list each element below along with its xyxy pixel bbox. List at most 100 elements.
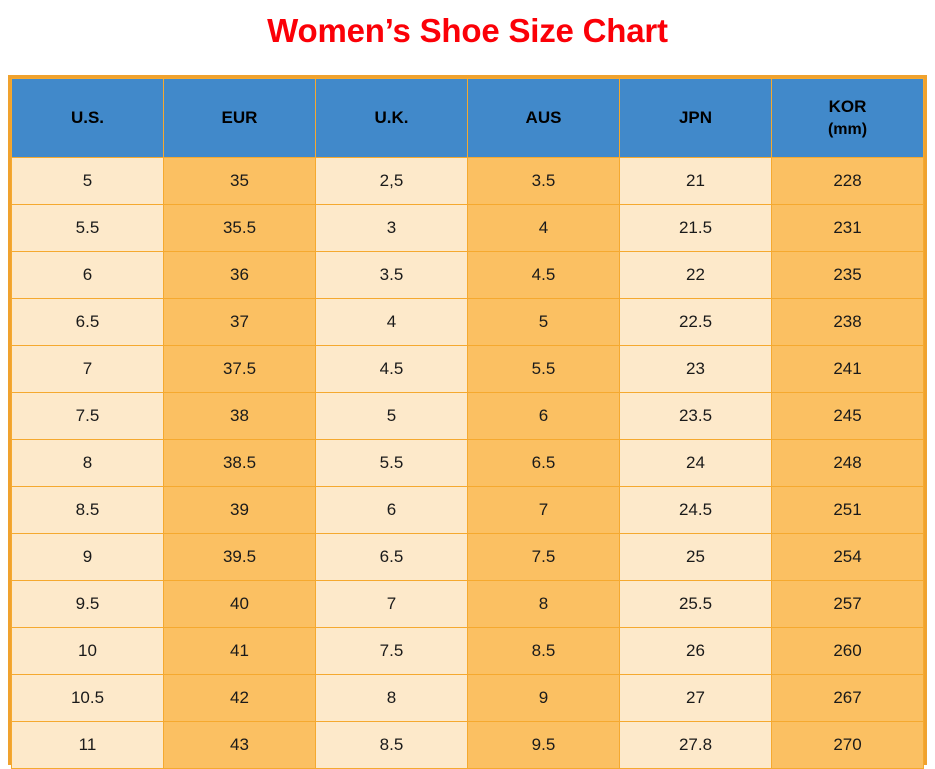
cell-u-s: 7.5 — [11, 392, 164, 440]
size-chart-table-container: U.S. EUR U.K. AUS JPN KOR (mm) 5 35 2,5 3.5 21 228 5… — [8, 75, 927, 769]
column-header-eur: EUR — [163, 78, 316, 158]
cell-u-s: 9 — [11, 533, 164, 581]
cell-u-s: 5.5 — [11, 204, 164, 252]
cell-jpn: 23.5 — [619, 392, 772, 440]
cell-kor: 245 — [771, 392, 924, 440]
header-row: U.S. EUR U.K. AUS JPN KOR (mm) — [11, 78, 924, 158]
cell-u-k: 5.5 — [315, 439, 468, 487]
cell-u-s: 8 — [11, 439, 164, 487]
column-header-label: U.S. — [70, 107, 105, 127]
cell-aus: 6 — [467, 392, 620, 440]
table-body: 5 35 2,5 3.5 21 228 5.5 35.5 3 4 21.5 231 6 36 3.5 4.5 2… — [11, 157, 924, 769]
cell-u-k: 3 — [315, 204, 468, 252]
cell-eur: 36 — [163, 251, 316, 299]
cell-aus: 7.5 — [467, 533, 620, 581]
table-row: 7 37.5 4.5 5.5 23 241 — [11, 345, 924, 393]
cell-aus: 4 — [467, 204, 620, 252]
column-header-label: U.K. — [374, 107, 409, 127]
cell-aus: 7 — [467, 486, 620, 534]
column-header-aus: AUS — [467, 78, 620, 158]
cell-aus: 3.5 — [467, 157, 620, 205]
cell-u-s: 6 — [11, 251, 164, 299]
cell-aus: 5.5 — [467, 345, 620, 393]
cell-eur: 35 — [163, 157, 316, 205]
cell-aus: 9 — [467, 674, 620, 722]
cell-eur: 43 — [163, 721, 316, 769]
cell-kor: 257 — [771, 580, 924, 628]
cell-u-s: 5 — [11, 157, 164, 205]
cell-u-k: 3.5 — [315, 251, 468, 299]
cell-u-k: 4.5 — [315, 345, 468, 393]
table-row: 10.5 42 8 9 27 267 — [11, 674, 924, 722]
cell-u-k: 2,5 — [315, 157, 468, 205]
cell-jpn: 24.5 — [619, 486, 772, 534]
cell-eur: 38 — [163, 392, 316, 440]
table-row: 5 35 2,5 3.5 21 228 — [11, 157, 924, 205]
cell-kor: 267 — [771, 674, 924, 722]
cell-jpn: 26 — [619, 627, 772, 675]
cell-kor: 235 — [771, 251, 924, 299]
table-row: 7.5 38 5 6 23.5 245 — [11, 392, 924, 440]
table-row: 11 43 8.5 9.5 27.8 270 — [11, 721, 924, 769]
column-header-label: EUR — [221, 107, 258, 127]
cell-u-k: 6.5 — [315, 533, 468, 581]
cell-kor: 260 — [771, 627, 924, 675]
table-row: 8.5 39 6 7 24.5 251 — [11, 486, 924, 534]
cell-aus: 8 — [467, 580, 620, 628]
cell-jpn: 22 — [619, 251, 772, 299]
cell-eur: 42 — [163, 674, 316, 722]
cell-jpn: 27 — [619, 674, 772, 722]
cell-aus: 5 — [467, 298, 620, 346]
cell-aus: 4.5 — [467, 251, 620, 299]
table-row: 10 41 7.5 8.5 26 260 — [11, 627, 924, 675]
table-row: 6 36 3.5 4.5 22 235 — [11, 251, 924, 299]
cell-aus: 9.5 — [467, 721, 620, 769]
cell-kor: 251 — [771, 486, 924, 534]
cell-jpn: 25 — [619, 533, 772, 581]
cell-eur: 40 — [163, 580, 316, 628]
cell-u-k: 7 — [315, 580, 468, 628]
cell-jpn: 21 — [619, 157, 772, 205]
cell-kor: 241 — [771, 345, 924, 393]
column-header-u-k: U.K. — [315, 78, 468, 158]
table-row: 6.5 37 4 5 22.5 238 — [11, 298, 924, 346]
cell-eur: 37 — [163, 298, 316, 346]
cell-u-k: 8.5 — [315, 721, 468, 769]
table-row: 8 38.5 5.5 6.5 24 248 — [11, 439, 924, 487]
cell-jpn: 22.5 — [619, 298, 772, 346]
column-header-label: KOR — [828, 96, 867, 116]
page-title: Women’s Shoe Size Chart — [267, 12, 668, 49]
column-header-jpn: JPN — [619, 78, 772, 158]
cell-aus: 6.5 — [467, 439, 620, 487]
column-header-label: AUS — [525, 107, 562, 127]
size-chart-table: U.S. EUR U.K. AUS JPN KOR (mm) 5 35 2,5 3.5 21 228 5… — [11, 78, 924, 769]
cell-u-k: 5 — [315, 392, 468, 440]
cell-eur: 39 — [163, 486, 316, 534]
cell-aus: 8.5 — [467, 627, 620, 675]
cell-u-s: 10 — [11, 627, 164, 675]
cell-u-s: 11 — [11, 721, 164, 769]
cell-eur: 41 — [163, 627, 316, 675]
cell-eur: 35.5 — [163, 204, 316, 252]
cell-u-s: 10.5 — [11, 674, 164, 722]
cell-eur: 37.5 — [163, 345, 316, 393]
table-row: 5.5 35.5 3 4 21.5 231 — [11, 204, 924, 252]
cell-kor: 248 — [771, 439, 924, 487]
cell-u-s: 7 — [11, 345, 164, 393]
cell-jpn: 23 — [619, 345, 772, 393]
cell-u-s: 8.5 — [11, 486, 164, 534]
cell-eur: 38.5 — [163, 439, 316, 487]
cell-u-k: 8 — [315, 674, 468, 722]
cell-kor: 228 — [771, 157, 924, 205]
cell-jpn: 24 — [619, 439, 772, 487]
cell-jpn: 25.5 — [619, 580, 772, 628]
cell-u-k: 7.5 — [315, 627, 468, 675]
cell-kor: 254 — [771, 533, 924, 581]
cell-kor: 231 — [771, 204, 924, 252]
cell-jpn: 21.5 — [619, 204, 772, 252]
column-header-sublabel: (mm) — [827, 120, 868, 138]
cell-kor: 270 — [771, 721, 924, 769]
cell-jpn: 27.8 — [619, 721, 772, 769]
cell-kor: 238 — [771, 298, 924, 346]
